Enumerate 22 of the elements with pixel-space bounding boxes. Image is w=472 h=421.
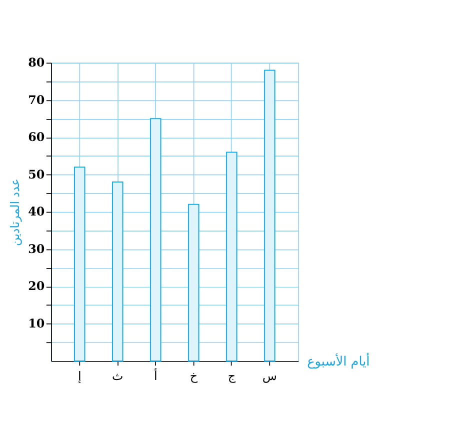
bar [188, 204, 200, 362]
x-tick-label: إ [78, 369, 82, 384]
x-tick-label: ث [112, 369, 124, 384]
y-tick-label: 70 [28, 92, 45, 107]
bar [112, 182, 124, 362]
x-tick-label: س [262, 369, 277, 384]
y-tick-label: 60 [28, 130, 45, 144]
y-tick-label: 40 [28, 204, 45, 219]
x-axis-title: أيام الأسبوع [307, 352, 370, 370]
y-tick-label: 30 [28, 242, 45, 256]
bar [264, 70, 276, 362]
y-axis-title: عدد المرتادين [8, 178, 22, 246]
bar [226, 152, 238, 362]
x-tick-label: ج [228, 369, 236, 384]
y-tick-label: 20 [28, 279, 45, 294]
y-tick-label: 50 [28, 167, 45, 182]
x-tick-label: خ [190, 369, 198, 384]
y-tick-label: 80 [28, 56, 45, 70]
bar [150, 118, 162, 362]
x-tick-label: أ [154, 368, 158, 384]
bar [74, 166, 86, 362]
y-tick-label: 10 [28, 316, 45, 331]
